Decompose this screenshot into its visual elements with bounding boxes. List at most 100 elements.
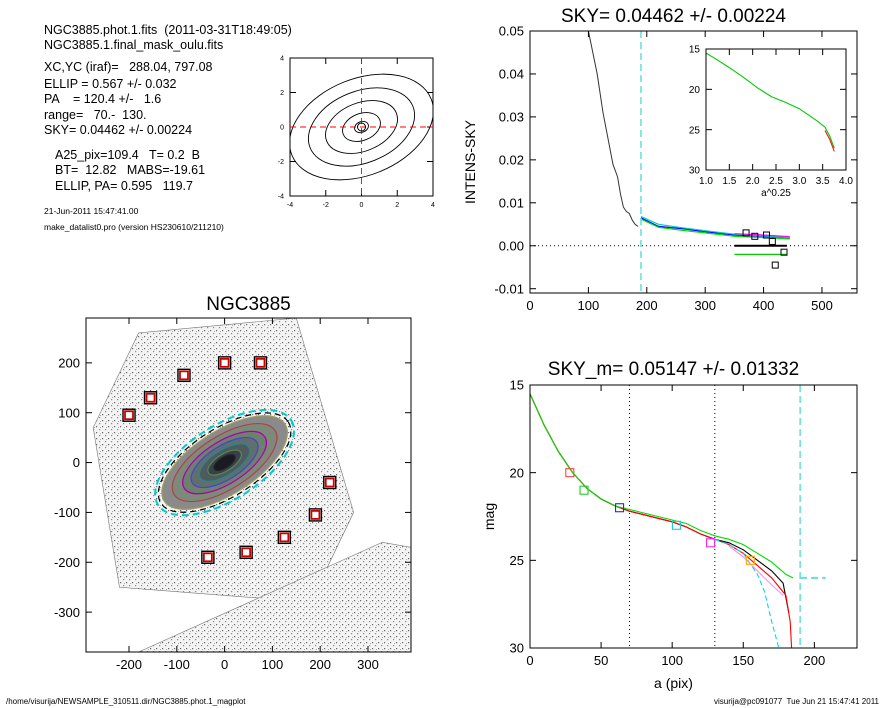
y-tick-label: 30: [689, 166, 701, 177]
mag-marker: [565, 468, 575, 478]
star-mask-box-inner: [255, 357, 266, 368]
y-tick-label: 15: [689, 45, 701, 56]
star-mask-box: [201, 550, 215, 564]
star-mask-box-inner: [202, 552, 213, 563]
inset-profile-red: [824, 130, 835, 152]
y-tick-label: 200: [58, 356, 80, 371]
x-tick-label: 4.0: [839, 176, 853, 187]
y-tick-label: 0: [280, 125, 284, 132]
x-tick-label: 200: [636, 298, 658, 313]
y-tick-label: 4: [280, 56, 284, 63]
y-tick-label: 2: [280, 90, 284, 97]
x-tick-label: 0: [526, 298, 533, 313]
x-tick-label: 200: [803, 653, 825, 668]
star-mask-box-inner: [241, 547, 252, 558]
image-field-lower: [138, 542, 411, 652]
header-mask-name: NGC3885.1.final_mask_oulu.fits: [44, 38, 224, 52]
y-tick-label: 0.00: [499, 238, 524, 253]
contour-line: [307, 87, 416, 167]
y-tick-label: 20: [689, 85, 701, 96]
x-tick-label: 400: [753, 298, 775, 313]
x-tick-label: 3.5: [816, 176, 830, 187]
header-center: XC,YC (iraf)= 288.04, 797.08: [44, 60, 213, 74]
sky-marker: [751, 232, 759, 240]
sky-profile-plot: SKY= 0.04462 +/- 0.00224 INTENS-SKY 0 100 20…: [462, 6, 858, 313]
y-tick-label: 30: [510, 641, 524, 656]
star-mask-box-inner: [219, 357, 230, 368]
plot-frame: [529, 30, 858, 294]
sky-ylabel: INTENS-SKY: [462, 119, 478, 204]
contour-line: [290, 73, 433, 181]
sky-marker: [768, 237, 776, 245]
x-tick-label: 200: [309, 657, 331, 672]
y-tick-label: 100: [58, 405, 80, 420]
star-mask-box: [143, 391, 158, 405]
inset-xlabel: a^0.25: [761, 188, 791, 199]
y-tick-label: -0.01: [494, 281, 524, 296]
inset-profile: [705, 52, 835, 149]
header-pa: PA = 120.4 +/- 1.6: [44, 92, 162, 106]
x-tick-label: 0: [526, 653, 533, 668]
galaxy-image-plot: NGC3885 -200 -100 0 100 200 300 200 100 0 -100 -200…: [54, 294, 412, 672]
star-mask-box-inner: [124, 410, 134, 421]
mag-marker: [615, 503, 625, 513]
sky-marker: [762, 231, 770, 239]
sky-marker: [771, 261, 779, 269]
x-tick-label: 1.5: [722, 176, 736, 187]
x-tick-label: 2.0: [746, 176, 760, 187]
mag-ylabel: mag: [481, 503, 497, 530]
contour-line: [325, 100, 398, 154]
x-tick-label: 300: [694, 298, 716, 313]
magnitude-profile-plot: SKY_m= 0.05147 +/- 0.01332 mag a (pix) 0 50 1…: [481, 359, 858, 691]
header-date: 21-Jun-2011 15:47:41.00: [44, 206, 139, 216]
star-mask-box-inner: [179, 370, 189, 381]
mag-marker: [579, 485, 589, 495]
star-mask-box: [277, 530, 292, 545]
x-tick-label: 2.5: [769, 176, 783, 187]
mag-marker: [745, 555, 755, 565]
x-tick-label: 100: [262, 657, 284, 672]
header-sky: SKY= 0.04462 +/- 0.00224: [44, 123, 193, 137]
x-tick-label: 150: [732, 653, 754, 668]
sky-marker: [742, 229, 750, 237]
mag-marker: [671, 520, 681, 530]
y-tick-label: -300: [54, 605, 80, 620]
header-program: make_datalist0.pro (version HS230610/211…: [44, 222, 224, 232]
y-tick-label: 0.03: [499, 110, 524, 125]
y-tick-label: 0.05: [499, 24, 524, 39]
plot-frame: [529, 384, 858, 649]
header-ellip-pa: ELLIP, PA= 0.595 119.7: [55, 179, 193, 193]
image-title: NGC3885: [206, 294, 291, 315]
y-tick-label: 0: [73, 455, 80, 470]
x-tick-label: 500: [811, 298, 833, 313]
star-mask-box-inner: [145, 392, 156, 403]
contour-plot: -4 -2 0 2 4 -4 -2 0 2 4: [278, 56, 435, 209]
star-mask-box: [253, 356, 268, 370]
star-mask-box-inner: [279, 532, 290, 543]
x-tick-label: 100: [661, 653, 683, 668]
mag-series-line: [530, 393, 793, 648]
star-mask-box: [308, 508, 323, 522]
star-mask-box-inner: [324, 477, 335, 488]
x-tick-label: -100: [164, 657, 190, 672]
sky-content: [530, 31, 857, 293]
contour-line: [354, 120, 369, 134]
isophote: [213, 454, 236, 471]
contour-line: [342, 112, 381, 142]
header-file-name: NGC3885.phot.1.fits (2011-03-31T18:49:05…: [44, 23, 292, 37]
x-tick-label: -200: [116, 657, 142, 672]
header-a25: A25_pix=109.4 T= 0.2 B: [55, 148, 201, 162]
mag-marker: [706, 538, 716, 548]
y-tick-label: 0.01: [499, 195, 524, 210]
sky-title: SKY= 0.04462 +/- 0.00224: [561, 6, 786, 27]
x-tick-label: 300: [357, 657, 379, 672]
x-tick-label: 4: [431, 202, 435, 209]
x-tick-label: 3.0: [792, 176, 806, 187]
x-tick-label: 2: [395, 202, 399, 209]
y-tick-label: 15: [510, 378, 524, 393]
inset-bg: [706, 49, 846, 170]
star-mask-box: [239, 545, 253, 559]
mask-ellipse: [157, 412, 292, 513]
x-tick-label: -2: [323, 202, 329, 209]
